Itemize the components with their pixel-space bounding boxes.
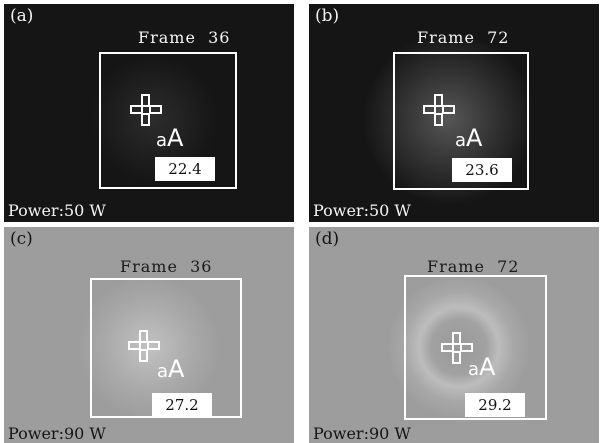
- thermal-frame-d: (d) Frame 72 aA 29.2 Power:90 W: [309, 227, 599, 443]
- temperature-readout: 29.2: [465, 393, 525, 417]
- thermal-frame-c: (c) Frame 36 aA 27.2 Power:90 W: [4, 227, 294, 443]
- temperature-readout: 22.4: [155, 157, 215, 181]
- measurement-roi-box: [393, 52, 529, 190]
- frame-number: Frame 72: [427, 257, 520, 276]
- measurement-roi-box: [404, 275, 547, 420]
- power-label: Power:50 W: [313, 201, 411, 220]
- temperature-readout: 27.2: [152, 393, 212, 417]
- thermal-frame-b: (b) Frame 72 aA 23.6 Power:50 W: [309, 4, 599, 222]
- measurement-roi-box: [99, 52, 237, 189]
- crosshair-icon: [130, 94, 162, 126]
- panel-label: (d): [315, 229, 340, 249]
- aa-marker-icon: aA: [156, 124, 184, 152]
- panel-label: (b): [315, 6, 340, 26]
- thermal-frame-a: (a) Frame 36 aA 22.4 Power:50 W: [4, 4, 294, 222]
- power-label: Power:90 W: [8, 424, 106, 443]
- power-label: Power:90 W: [313, 424, 411, 443]
- power-label: Power:50 W: [8, 201, 106, 220]
- crosshair-icon: [423, 94, 455, 126]
- crosshair-icon: [441, 332, 473, 364]
- aa-marker-icon: aA: [455, 124, 483, 152]
- aa-marker-icon: aA: [157, 355, 185, 383]
- temperature-readout: 23.6: [452, 158, 512, 182]
- panel-label: (c): [10, 229, 33, 249]
- panel-label: (a): [10, 6, 34, 26]
- aa-marker-icon: aA: [468, 353, 496, 381]
- frame-number: Frame 36: [120, 257, 213, 276]
- crosshair-icon: [128, 330, 160, 362]
- measurement-roi-box: [90, 278, 242, 418]
- frame-number: Frame 36: [138, 28, 231, 47]
- frame-number: Frame 72: [417, 28, 510, 47]
